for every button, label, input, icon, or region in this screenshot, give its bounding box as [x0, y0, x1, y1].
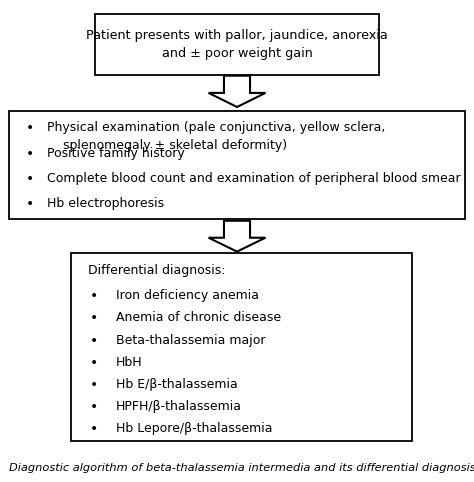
Text: •: •: [90, 289, 98, 303]
Text: Beta-thalassemia major: Beta-thalassemia major: [116, 334, 265, 347]
Text: HPFH/β-thalassemia: HPFH/β-thalassemia: [116, 400, 242, 413]
Text: •: •: [90, 356, 98, 370]
Text: Complete blood count and examination of peripheral blood smear: Complete blood count and examination of …: [47, 172, 461, 185]
Text: Diagnostic algorithm of beta-thalassemia intermedia and its differential diagnos: Diagnostic algorithm of beta-thalassemia…: [9, 463, 474, 473]
Bar: [71, 253, 412, 441]
Text: •: •: [90, 334, 98, 348]
Text: HbH: HbH: [116, 356, 143, 369]
Text: •: •: [26, 147, 34, 161]
Text: Hb electrophoresis: Hb electrophoresis: [47, 197, 164, 210]
Text: Physical examination (pale conjunctiva, yellow sclera,
    splenomegaly ± skelet: Physical examination (pale conjunctiva, …: [47, 121, 386, 152]
Text: •: •: [90, 378, 98, 392]
Text: •: •: [26, 121, 34, 135]
Polygon shape: [209, 221, 265, 252]
Text: Anemia of chronic disease: Anemia of chronic disease: [116, 311, 281, 324]
Bar: [9, 111, 465, 219]
Text: Positive family history: Positive family history: [47, 147, 185, 160]
Text: Hb Lepore/β-thalassemia: Hb Lepore/β-thalassemia: [116, 422, 273, 435]
Text: •: •: [90, 311, 98, 325]
Text: •: •: [90, 400, 98, 414]
Text: •: •: [90, 422, 98, 436]
Polygon shape: [209, 76, 265, 107]
Text: Differential diagnosis:: Differential diagnosis:: [88, 264, 225, 277]
Text: Patient presents with pallor, jaundice, anorexia
and ± poor weight gain: Patient presents with pallor, jaundice, …: [86, 29, 388, 60]
Text: •: •: [26, 172, 34, 186]
Text: Hb E/β-thalassemia: Hb E/β-thalassemia: [116, 378, 238, 391]
Text: •: •: [26, 197, 34, 211]
Text: Iron deficiency anemia: Iron deficiency anemia: [116, 289, 259, 302]
Bar: [95, 14, 379, 75]
